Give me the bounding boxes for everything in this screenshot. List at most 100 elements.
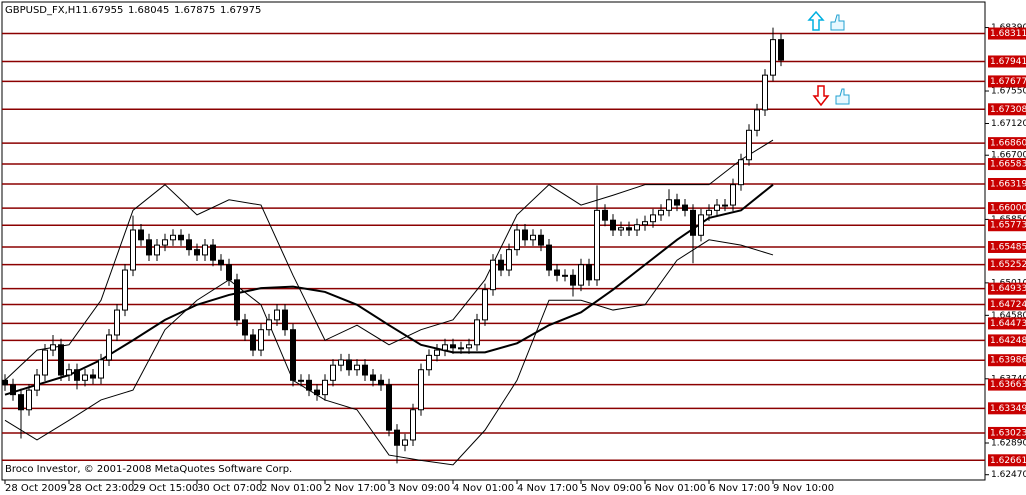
candle-body <box>610 219 616 231</box>
level-label-box <box>988 219 1026 232</box>
level-label: 1.63349 <box>990 404 1026 414</box>
level-label-box <box>988 137 1026 150</box>
x-tick-label: 9 Nov 10:00 <box>773 483 834 494</box>
candle-body <box>290 329 296 381</box>
candle-body <box>114 309 120 336</box>
candle-body <box>50 344 56 351</box>
candle-body <box>530 234 536 241</box>
candle-body <box>562 274 568 277</box>
x-tick-label: 5 Nov 09:00 <box>581 483 642 494</box>
level-label-box <box>988 258 1026 271</box>
x-tick-label: 28 Oct 2009 <box>5 483 67 494</box>
candle-body <box>82 374 88 381</box>
candle-body <box>226 264 232 281</box>
thumb-icon <box>830 14 845 31</box>
level-label: 1.64473 <box>990 319 1026 329</box>
candle-body <box>122 269 128 311</box>
down-arrow <box>812 85 830 107</box>
x-tick-label: 28 Oct 23:00 <box>69 483 134 494</box>
quote-value: 1.67875 <box>174 5 215 16</box>
candle-body <box>10 384 16 396</box>
candle-body <box>322 379 328 396</box>
level-label-box <box>988 317 1026 330</box>
level-label-box <box>988 378 1026 391</box>
candle-body <box>522 229 528 241</box>
level-label: 1.64933 <box>990 284 1026 294</box>
copyright: Broco Investor, © 2001-2008 MetaQuotes S… <box>5 464 292 475</box>
candle-body <box>362 364 368 376</box>
quote-value: 1.68045 <box>128 5 169 16</box>
candle-body <box>386 384 392 431</box>
level-label: 1.66000 <box>990 204 1026 214</box>
candle-body <box>634 224 640 231</box>
candle-body <box>754 109 760 131</box>
indicator-line <box>4 183 774 396</box>
y-tick-label: 1.67120 <box>991 119 1026 129</box>
candle-body <box>402 439 408 446</box>
candle-body <box>578 264 584 286</box>
candle-body <box>130 229 136 271</box>
candle-body <box>546 244 552 271</box>
candle-body <box>434 349 440 356</box>
indicator-line <box>4 139 774 381</box>
level-label: 1.67308 <box>990 105 1026 115</box>
level-label-box <box>988 334 1026 347</box>
candle-body <box>258 329 264 351</box>
candle-body <box>538 234 544 246</box>
level-label: 1.68311 <box>990 29 1026 39</box>
candle-body <box>330 364 336 381</box>
x-tick-label: 6 Nov 17:00 <box>709 483 770 494</box>
level-label: 1.66583 <box>990 160 1026 170</box>
candle-body <box>746 129 752 161</box>
candle-body <box>202 244 208 256</box>
candle-body <box>410 409 416 441</box>
candle-body <box>178 234 184 241</box>
level-label: 1.65485 <box>990 242 1026 252</box>
level-label-box <box>988 103 1026 116</box>
candle-body <box>730 184 736 206</box>
candle-body <box>514 229 520 251</box>
candle-body <box>162 239 168 246</box>
candle-body <box>194 249 200 256</box>
candle-body <box>586 264 592 281</box>
candle-body <box>90 374 96 379</box>
candle-body <box>66 369 72 376</box>
candle-body <box>762 74 768 111</box>
candle-body <box>506 249 512 271</box>
candle-body <box>618 227 624 231</box>
candle-body <box>266 319 272 331</box>
level-label: 1.66319 <box>990 179 1026 189</box>
candle-body <box>242 319 248 336</box>
y-tick-label: 1.62890 <box>991 438 1026 448</box>
x-tick-label: 30 Oct 07:00 <box>197 483 262 494</box>
candle-body <box>218 259 224 266</box>
level-label-box <box>988 177 1026 190</box>
header: GBPUSD_FX,H1 1.67955 1.68045 1.67875 1.6797… <box>5 5 261 16</box>
candle-body <box>314 389 320 396</box>
candle-body <box>2 379 8 386</box>
candle-body <box>466 344 472 349</box>
candle-body <box>698 214 704 236</box>
plot <box>2 27 985 466</box>
candle-body <box>714 204 720 211</box>
x-tick-label: 4 Nov 01:00 <box>453 483 514 494</box>
level-label: 1.62661 <box>990 456 1026 466</box>
candle-body <box>770 39 776 76</box>
candle-body <box>706 209 712 216</box>
level-label-box <box>988 75 1026 88</box>
level-label: 1.63986 <box>990 356 1026 366</box>
candle-body <box>98 359 104 379</box>
candle-body <box>170 234 176 241</box>
candle-body <box>442 344 448 351</box>
candle-body <box>306 379 312 391</box>
level-label-box <box>988 202 1026 215</box>
candle-body <box>210 244 216 261</box>
candle-body <box>26 389 32 411</box>
candle-body <box>34 374 40 391</box>
x-tick-label: 6 Nov 01:00 <box>645 483 706 494</box>
candle-body <box>602 209 608 221</box>
level-label-box <box>988 354 1026 367</box>
candle-body <box>346 359 352 371</box>
candle-body <box>458 347 464 350</box>
